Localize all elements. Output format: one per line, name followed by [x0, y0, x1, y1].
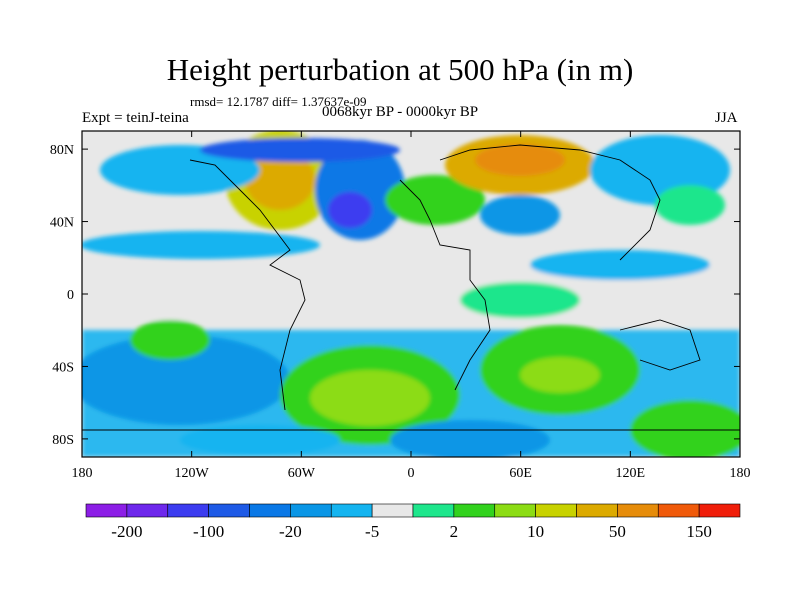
y-tick-label: 80N — [50, 143, 74, 158]
colorbar-box — [494, 503, 536, 518]
coastline-americas — [189, 159, 306, 411]
field-patch — [460, 282, 580, 318]
colorbar-box — [698, 503, 741, 518]
colorbar-box — [657, 503, 700, 518]
field-patch — [655, 185, 725, 225]
y-tick-label: 40S — [52, 360, 74, 375]
colorbar-box — [208, 503, 250, 518]
colorbar-box — [167, 503, 209, 518]
colorbar-box — [290, 503, 332, 518]
colorbar-box — [330, 503, 373, 518]
field-patch — [245, 150, 315, 210]
x-tick-label: 180 — [72, 466, 93, 481]
colorbar-box — [249, 503, 291, 518]
colorbar: -200 -100 -20 -5 2 10 50 150 — [85, 503, 741, 541]
colorbar-label: 50 — [609, 522, 626, 541]
colorbar-box — [126, 503, 169, 518]
field-patch — [200, 138, 400, 162]
field-patch — [310, 370, 430, 426]
colorbar-box — [371, 503, 414, 518]
period-label: 0068kyr BP - 0000kyr BP — [322, 104, 479, 120]
colorbar-label: 150 — [686, 522, 712, 541]
field-patch — [180, 425, 340, 455]
field-patch — [480, 195, 560, 235]
y-axis-ticks: 80N 40N 0 40S 80S — [50, 143, 740, 448]
x-tick-label: 0 — [408, 466, 415, 481]
colorbar-box — [412, 503, 455, 518]
coastline-australia — [619, 319, 701, 371]
coastlines — [82, 144, 740, 431]
colorbar-label: -100 — [193, 522, 224, 541]
field-patch — [520, 357, 600, 393]
season-label: JJA — [715, 110, 738, 126]
field-patch — [100, 145, 260, 195]
y-tick-label: 0 — [67, 288, 74, 303]
field-patch — [390, 420, 550, 457]
x-tick-label: 120E — [616, 466, 646, 481]
field-patch — [475, 144, 565, 176]
colorbar-box — [535, 503, 577, 518]
x-tick-label: 60W — [288, 466, 316, 481]
field-patch — [630, 400, 740, 457]
field-patch — [385, 175, 485, 225]
colorbar-label: -5 — [365, 522, 379, 541]
x-axis-ticks: 180 120W 60W 0 60E 120E 180 — [72, 131, 751, 481]
colorbar-label: -200 — [111, 522, 142, 541]
colorbar-box — [576, 503, 618, 518]
colorbar-box — [85, 503, 128, 518]
coastline-eurasia — [439, 144, 661, 261]
colorbar-box — [453, 503, 496, 518]
colorbar-label: -20 — [279, 522, 302, 541]
colorbar-box — [617, 503, 659, 518]
y-tick-label: 80S — [52, 433, 74, 448]
field-patch — [328, 192, 372, 228]
coastline-africa — [399, 179, 491, 391]
x-tick-label: 60E — [509, 466, 532, 481]
colorbar-label: 2 — [450, 522, 459, 541]
colorbar-label: 10 — [527, 522, 544, 541]
field-patch — [130, 320, 210, 360]
field-patch — [82, 231, 320, 259]
stats-line: rmsd= 12.1787 diff= 1.37637e-09 — [190, 94, 367, 109]
x-tick-label: 120W — [175, 466, 210, 481]
y-tick-label: 40N — [50, 216, 74, 231]
height-field — [82, 131, 740, 457]
x-tick-label: 180 — [730, 466, 751, 481]
field-patch — [530, 250, 710, 280]
experiment-label: Expt = teinJ-teina — [82, 110, 189, 126]
field-patch — [82, 335, 290, 425]
chart-title: Height perturbation at 500 hPa (in m) — [166, 52, 634, 87]
